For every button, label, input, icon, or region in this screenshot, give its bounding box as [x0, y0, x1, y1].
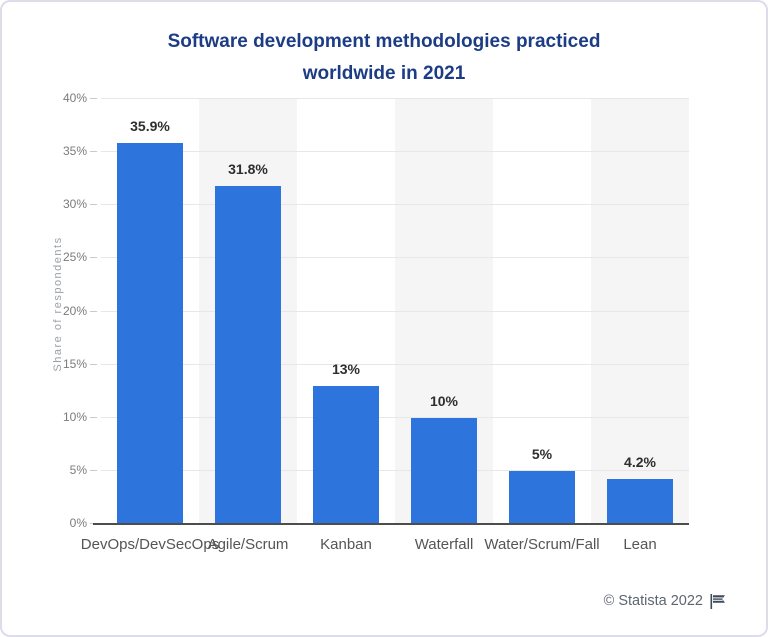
y-axis-tick-mark: [90, 98, 97, 99]
y-axis-tick-label: 30%: [62, 197, 87, 212]
chart-title: Software development methodologies pract…: [2, 26, 766, 91]
column-band: [591, 99, 689, 524]
y-axis-tick-mark: [90, 310, 97, 312]
attribution: © Statista 2022: [604, 593, 726, 609]
bar-value-label: 4.2%: [624, 454, 656, 471]
attribution-text: © Statista 2022: [603, 593, 703, 609]
gridline: [101, 257, 689, 259]
bar[interactable]: [215, 186, 281, 524]
bar-value-label: 31.8%: [228, 161, 268, 178]
chart-title-line2: worldwide in 2021: [302, 63, 466, 85]
gridline: [101, 98, 689, 99]
gridline: [101, 416, 689, 418]
category-label: Kanban: [320, 536, 372, 553]
bar[interactable]: [313, 385, 379, 524]
category-label: Lean: [623, 536, 657, 553]
y-axis-tick-mark: [90, 204, 97, 206]
gridline: [101, 151, 689, 153]
y-axis-tick-label: 0%: [69, 516, 87, 530]
y-axis-tick-label: 10%: [62, 409, 87, 424]
bar[interactable]: [117, 142, 183, 524]
bar-value-label: 10%: [429, 392, 459, 409]
category-label: Agile/Scrum: [207, 536, 289, 553]
bar-value-label: 5%: [531, 445, 553, 462]
gridline: [101, 469, 689, 471]
y-axis-tick-mark: [90, 416, 97, 418]
bar-value-label: 35.9%: [130, 117, 170, 134]
x-axis-baseline: [93, 523, 689, 525]
y-axis-tick-label: 5%: [69, 462, 87, 477]
plot-area: 0% 5% 10% 15% 20% 25% 30% 35% 40% 35.9% 31.8% 13% 10…: [63, 91, 689, 553]
y-axis-tick-mark: [90, 257, 97, 259]
statista-flag-icon: [710, 593, 725, 609]
gridline: [101, 204, 689, 206]
bar[interactable]: [607, 479, 673, 524]
y-axis-tick-label: 25%: [62, 250, 87, 265]
y-axis-tick-label: 35%: [62, 144, 87, 159]
bar-value-label: 13%: [331, 360, 361, 377]
category-label: Water/Scrum/Fall: [484, 536, 600, 553]
category-label: DevOps/DevSecOps: [80, 536, 220, 553]
y-axis-tick-mark: [90, 363, 97, 365]
gridline: [101, 363, 689, 365]
gridline: [101, 310, 689, 312]
y-axis-tick-label: 20%: [62, 303, 87, 318]
y-axis-tick-mark: [90, 151, 97, 153]
y-axis-tick-label: 15%: [62, 356, 87, 371]
y-axis-tick-mark: [90, 469, 97, 471]
chart-title-line1: Software development methodologies pract…: [167, 31, 601, 52]
bar[interactable]: [411, 417, 477, 524]
category-label: Waterfall: [414, 536, 474, 553]
y-axis-tick-label: 40%: [62, 91, 87, 105]
bar[interactable]: [509, 470, 575, 524]
